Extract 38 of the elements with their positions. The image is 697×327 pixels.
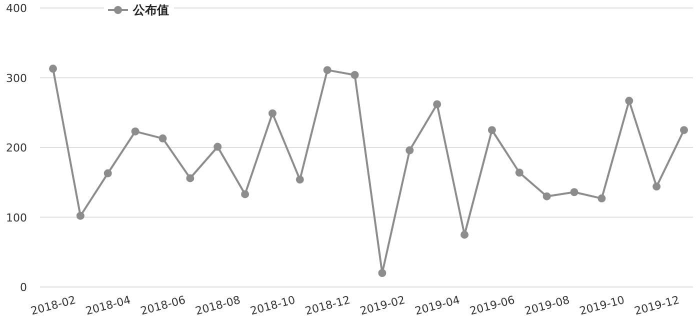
point bbox=[214, 142, 222, 151]
x-tick-label: 2018-08 bbox=[194, 293, 242, 318]
point bbox=[350, 70, 359, 79]
point bbox=[433, 100, 442, 108]
x-tick-label: 2019-12 bbox=[633, 293, 681, 318]
point bbox=[515, 168, 524, 177]
point bbox=[241, 190, 250, 198]
point bbox=[76, 212, 84, 220]
x-tick-label: 2018-10 bbox=[248, 293, 297, 318]
point bbox=[625, 96, 634, 105]
y-tick-label: 0 bbox=[20, 281, 27, 294]
x-tick-label: 2019-08 bbox=[523, 293, 572, 318]
point bbox=[652, 182, 661, 191]
point bbox=[460, 230, 469, 239]
point bbox=[323, 66, 332, 74]
point bbox=[104, 169, 112, 178]
point bbox=[49, 64, 57, 73]
point bbox=[542, 192, 551, 200]
x-tick-label: 2019-10 bbox=[578, 293, 626, 318]
point bbox=[268, 109, 276, 118]
point bbox=[406, 146, 414, 154]
point bbox=[378, 269, 386, 278]
y-tick-label: 100 bbox=[6, 211, 27, 224]
x-tick-label: 2018-02 bbox=[29, 293, 78, 318]
point bbox=[680, 126, 688, 134]
legend-label: 公布值 bbox=[132, 3, 169, 17]
x-tick-label: 2018-12 bbox=[304, 293, 352, 318]
x-tick-label: 2019-02 bbox=[358, 293, 406, 318]
point bbox=[158, 134, 167, 142]
point bbox=[570, 188, 578, 196]
y-tick-label: 300 bbox=[6, 72, 27, 85]
point bbox=[186, 174, 194, 182]
y-tick-label: 200 bbox=[6, 142, 27, 154]
point bbox=[131, 127, 140, 136]
point bbox=[598, 194, 606, 202]
point bbox=[296, 176, 304, 184]
y-tick-label: 400 bbox=[6, 2, 27, 15]
point bbox=[488, 126, 496, 134]
